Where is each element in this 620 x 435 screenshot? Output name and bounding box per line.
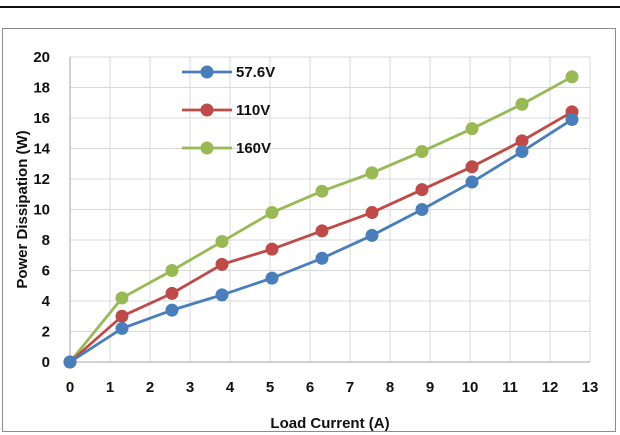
chart-frame [2,28,616,432]
x-tick-label: 11 [502,379,518,396]
data-point-160v [415,145,429,159]
x-tick-label: 6 [306,379,314,396]
y-tick-label: 8 [42,232,50,249]
x-tick-label: 3 [186,379,194,396]
data-point-57-6v [215,288,229,302]
legend-label-57-6v: 57.6V [236,64,275,81]
x-tick-label: 9 [426,379,434,396]
y-tick-label: 20 [33,49,50,66]
data-point-160v [265,206,279,220]
data-point-57-6v [515,145,529,159]
y-tick-label: 0 [42,354,50,371]
data-point-160v [365,166,379,180]
legend-label-110v: 110V [236,102,270,119]
data-point-110v [415,183,429,197]
x-tick-label: 8 [386,379,394,396]
x-axis-title: Load Current (A) [270,415,389,432]
legend: 57.6V 110V 160V [182,64,275,157]
data-point-160v [115,291,129,305]
series-57-6v [63,113,579,369]
axes [69,57,590,363]
y-axis-title: Power Dissipation (W) [14,130,31,288]
data-point-160v [215,235,229,249]
legend-label-160v: 160V [236,140,271,157]
legend-entry-160v: 160V [182,140,271,157]
data-point-160v [465,122,479,136]
y-tick-label: 2 [42,324,50,341]
data-point-110v [365,206,379,220]
series-160v [63,70,579,369]
data-point-57-6v [565,113,579,127]
y-tick-label: 10 [33,202,50,219]
data-point-110v [315,224,329,238]
data-point-57-6v [165,303,179,317]
data-point-57-6v [265,271,279,285]
data-point-160v [165,264,179,277]
series-group [63,70,579,369]
x-tick-label: 2 [146,379,154,396]
data-point-160v [315,184,329,198]
data-point-110v [115,309,129,323]
data-point-110v [215,257,229,271]
data-point-57-6v [365,228,379,242]
data-point-57-6v [465,175,479,189]
legend-marker-110v [200,103,214,117]
x-tick-label: 10 [462,379,479,396]
y-tick-label: 6 [42,263,50,280]
data-point-110v [165,286,179,300]
data-point-57-6v [315,251,329,265]
top-border-rule [0,0,620,8]
data-point-57-6v [115,321,129,335]
data-point-160v [515,97,529,111]
x-tick-label: 13 [582,379,599,396]
data-point-110v [265,242,279,256]
legend-entry-110v: 110V [182,102,270,119]
data-point-110v [465,160,479,174]
x-tick-label: 4 [226,379,235,396]
series-110v [63,105,579,369]
data-point-160v [565,70,579,84]
data-point-57-6v [63,355,77,369]
y-tick-label: 18 [33,80,50,97]
data-point-57-6v [415,203,429,216]
data-point-110v [515,134,529,148]
gridlines [70,56,591,362]
y-tick-label: 4 [42,293,51,310]
x-tick-label: 0 [66,379,74,396]
y-tick-label: 12 [33,171,50,188]
series-line-57-6v [69,118,573,364]
legend-marker-160v [200,141,214,155]
x-tick-label: 7 [346,379,354,396]
x-tick-label: 12 [542,379,559,396]
x-tick-label: 1 [106,379,114,396]
y-tick-label: 16 [33,110,50,127]
legend-entry-57-6v: 57.6V [182,64,275,81]
x-tick-label: 5 [266,379,274,396]
legend-marker-57-6v [200,65,214,79]
y-tick-label: 14 [33,141,50,158]
